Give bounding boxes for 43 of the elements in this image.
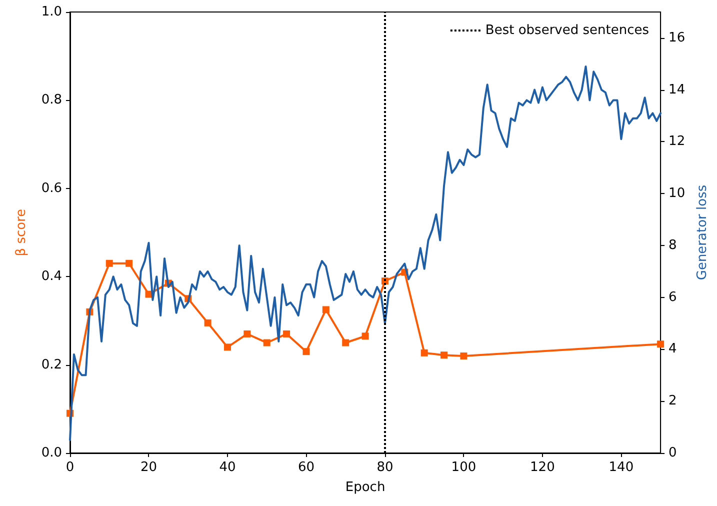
x-tick-label: 120 xyxy=(530,460,555,475)
y2-tick-label: 2 xyxy=(668,394,677,409)
x-tick-label: 140 xyxy=(608,460,634,475)
point xyxy=(440,352,448,359)
point xyxy=(283,330,290,338)
x-tick-label: 0 xyxy=(66,460,74,475)
point xyxy=(204,319,212,326)
point xyxy=(460,352,468,360)
x-tick-label: 100 xyxy=(451,460,476,475)
y2-tick-label: 10 xyxy=(668,186,686,202)
y-tick-label: 0.6 xyxy=(41,180,62,196)
y-axis-title: β score xyxy=(14,208,29,256)
y-tick-label: 0.0 xyxy=(41,446,62,460)
y-tick-label: 0.8 xyxy=(41,92,62,108)
y2-tick-label: 14 xyxy=(668,82,686,98)
x-tick-label: 20 xyxy=(140,460,158,475)
point xyxy=(106,260,113,267)
y-tick-label: 0.4 xyxy=(41,269,62,284)
y2-tick-label: 4 xyxy=(668,342,677,357)
y2-tick-label: 0 xyxy=(668,446,677,460)
point xyxy=(657,340,664,348)
ref-line-label: Best observed sentences xyxy=(485,23,650,38)
point xyxy=(244,330,251,338)
y2-tick-label: 8 xyxy=(668,238,677,253)
point xyxy=(302,348,310,356)
point xyxy=(342,339,350,346)
y2-tick-label: 12 xyxy=(668,134,686,150)
x-tick-label: 60 xyxy=(298,460,314,475)
y2-tick-label: 6 xyxy=(668,290,677,305)
x-axis-title: Epoch xyxy=(345,480,386,495)
line-series xyxy=(69,65,662,442)
y-tick-label: 0.2 xyxy=(41,357,62,372)
point xyxy=(224,344,231,351)
point xyxy=(263,339,270,346)
point xyxy=(322,306,330,314)
y2-axis-title: Generator loss xyxy=(695,184,710,280)
x-tick-label: 40 xyxy=(219,460,236,475)
y2-tick-label: 16 xyxy=(668,30,686,46)
point xyxy=(126,260,133,267)
y-tick-label: 1.0 xyxy=(41,4,62,20)
point xyxy=(420,349,428,356)
point xyxy=(362,332,369,340)
x-tick-label: 80 xyxy=(376,460,394,475)
